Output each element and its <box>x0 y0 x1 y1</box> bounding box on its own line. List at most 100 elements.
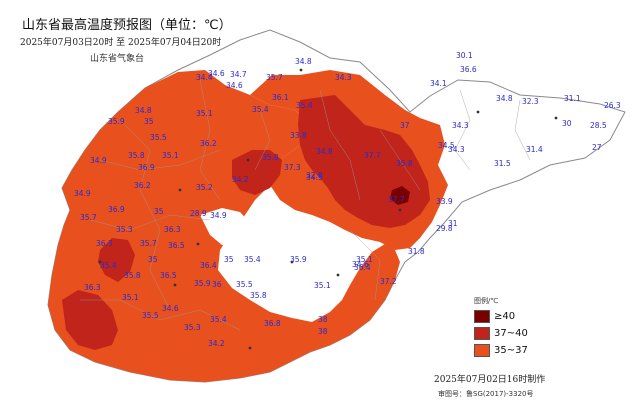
legend-label: ≥40 <box>494 311 516 322</box>
station-value: 34.2 <box>232 175 249 184</box>
legend-item-40plus: ≥40 <box>474 308 564 325</box>
station-value: 34.4 <box>196 73 213 82</box>
station-value: 35 <box>224 255 234 264</box>
station-value: 35.8 <box>128 151 145 160</box>
cool-pocket-southeast <box>330 262 355 288</box>
station-value: 37 <box>400 121 410 130</box>
station-value: 31.8 <box>408 247 425 256</box>
station-value: 35.3 <box>184 323 201 332</box>
station-value: 35.4 <box>210 315 227 324</box>
station-value: 35.3 <box>116 225 133 234</box>
station-value: 29.8 <box>436 224 453 233</box>
station-value: 35.5 <box>142 311 159 320</box>
legend-swatch <box>474 327 490 340</box>
station-value: 34.5 <box>306 173 323 182</box>
station-value: 37.7 <box>388 195 405 204</box>
station-value: 33.8 <box>290 131 307 140</box>
station-value: 32.8 <box>306 171 323 180</box>
station-value: 35.1 <box>356 255 373 264</box>
station-value: 36.5 <box>168 241 185 250</box>
station-value: 35.8 <box>396 159 413 168</box>
station-value: 36.8 <box>264 319 281 328</box>
publisher: 山东省气象台 <box>90 54 145 64</box>
station-value: 28.9 <box>190 209 207 218</box>
station-value: 34.8 <box>135 106 152 115</box>
heat-zone-37-40-west <box>98 238 135 282</box>
station-value: 34.6 <box>162 304 179 313</box>
station-value: 36.3 <box>96 239 113 248</box>
station-value: 35.8 <box>250 291 267 300</box>
station-value: 37.3 <box>284 163 301 172</box>
issue-time: 2025年07月02日16时制作 <box>434 375 546 385</box>
station-value: 36.4 <box>200 261 217 270</box>
station-value: 37.2 <box>380 277 397 286</box>
station-value: 36.5 <box>160 271 177 280</box>
station-value: 35.4 <box>100 261 117 270</box>
legend-label: 35~37 <box>494 345 528 356</box>
station-value: 36.3 <box>164 225 181 234</box>
station-value: 34.8 <box>295 57 312 66</box>
city-markers <box>98 68 558 350</box>
station-value: 35.2 <box>196 183 213 192</box>
district-boundaries <box>80 79 531 331</box>
station-value: 31.1 <box>564 94 581 103</box>
station-value: 35.1 <box>314 281 331 290</box>
station-value: 35.9 <box>290 255 307 264</box>
station-value: 35 <box>148 255 158 264</box>
station-value: 36.2 <box>134 181 151 190</box>
station-value: 36.3 <box>84 283 101 292</box>
station-value: 36 <box>212 280 222 289</box>
heat-zone-37-40-central <box>232 150 282 195</box>
legend-title: 图例/℃ <box>474 297 499 305</box>
forecast-period: 2025年07月03日20时 至 2025年07月04日20时 <box>20 38 222 48</box>
station-values: 30.134.836.634.434.6 34.7 35.7 34.334.134.6… <box>74 51 621 348</box>
map-approval-number: 审图号：鲁SG(2017)-3320号 <box>438 390 534 398</box>
station-value: 35.5 <box>236 280 253 289</box>
station-value: 34.7 <box>230 70 247 79</box>
station-value: 34.3 <box>448 145 465 154</box>
cool-pocket-south <box>272 276 302 300</box>
station-value: 27 <box>592 143 602 152</box>
station-value: 35.8 <box>262 153 279 162</box>
station-value: 34.6 <box>226 81 243 90</box>
cool-pocket-central <box>200 208 330 270</box>
station-value: 34.8 <box>496 94 513 103</box>
station-value: 34.5 <box>438 141 455 150</box>
station-value: 35 <box>154 207 164 216</box>
station-value: 38 <box>318 315 328 324</box>
station-value: 36.9 <box>108 205 125 214</box>
station-value: 31 <box>448 219 458 228</box>
station-value: 35.1 <box>196 109 213 118</box>
station-value: 30.1 <box>456 51 473 60</box>
heat-zone-37-40-southwest <box>62 290 118 350</box>
legend: 图例/℃ ≥40 37~40 35~37 <box>474 296 564 359</box>
station-value: 30 <box>562 119 572 128</box>
station-value: 28.5 <box>590 121 607 130</box>
station-value: 34.9 <box>74 189 91 198</box>
legend-item-37-40: 37~40 <box>474 325 564 342</box>
station-value: 35.7 <box>80 213 97 222</box>
station-value: 35.1 <box>122 293 139 302</box>
map-title: 山东省最高温度预报图（单位：℃） <box>22 18 232 33</box>
heat-zone-40plus <box>390 186 410 205</box>
legend-swatch <box>474 344 490 357</box>
station-value: 35.7 <box>266 73 283 82</box>
station-value: 35.9 <box>108 117 125 126</box>
station-value: 36.6 <box>460 65 477 74</box>
station-value: 35.9 <box>194 279 211 288</box>
station-value: 31.5 <box>494 159 511 168</box>
station-value: 34.9 <box>90 156 107 165</box>
legend-label: 37~40 <box>494 328 528 339</box>
station-value: 36.9 <box>138 163 155 172</box>
station-value: 35.1 <box>162 151 179 160</box>
station-value: 34.3 <box>452 121 469 130</box>
station-value: 34.6 <box>208 69 225 78</box>
station-value: 34.2 <box>208 339 225 348</box>
station-value: 31.4 <box>526 145 543 154</box>
station-value: 34.1 <box>430 79 447 88</box>
station-value: 32.3 <box>522 97 539 106</box>
station-value: 37.7 <box>364 151 381 160</box>
station-value: 35.5 <box>150 133 167 142</box>
station-value: 34.9 <box>210 211 227 220</box>
